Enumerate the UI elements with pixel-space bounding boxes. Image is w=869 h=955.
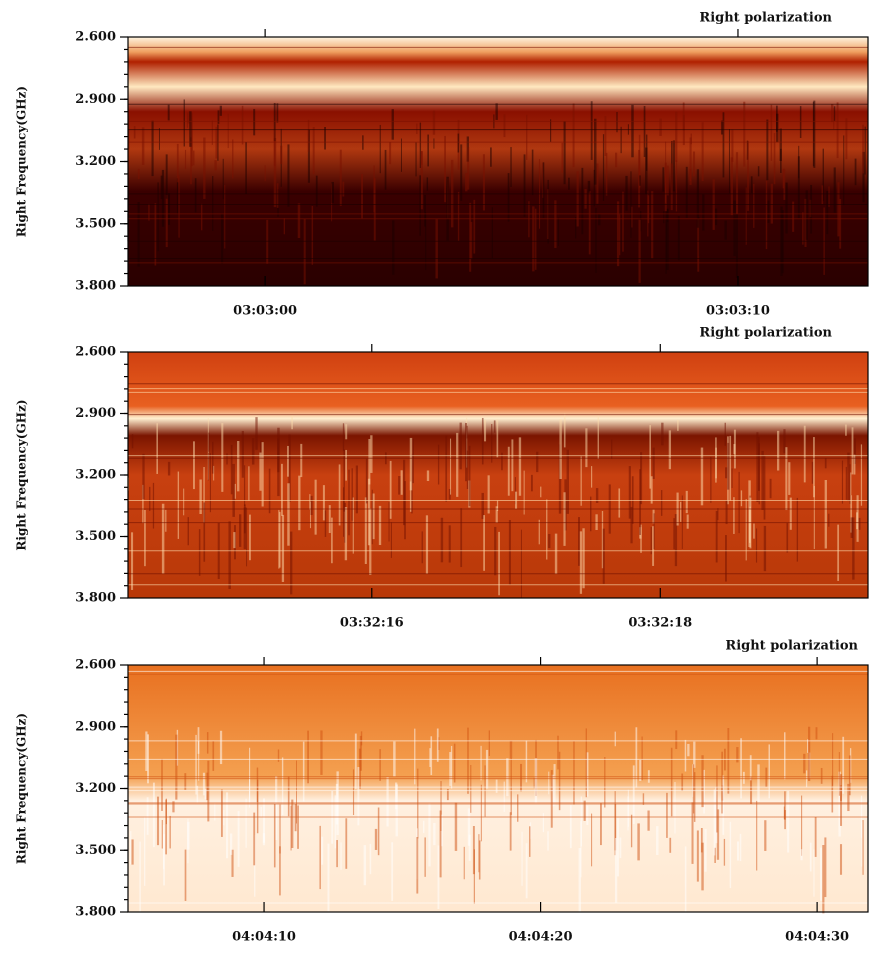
chart-title: Right polarization — [699, 326, 832, 341]
chart-title: Right polarization — [725, 639, 858, 654]
chart-title: Right polarization — [699, 11, 832, 26]
y-tick-label: 3.500 — [75, 843, 116, 858]
spectrogram-image — [128, 37, 868, 286]
y-axis-label: Right Frequency(GHz) — [15, 713, 29, 864]
y-tick-label: 3.200 — [75, 154, 116, 169]
y-tick-label: 2.600 — [75, 345, 116, 360]
x-tick-label: 03:32:18 — [628, 616, 692, 631]
x-tick-label: 04:04:30 — [785, 930, 849, 945]
y-tick-label: 3.800 — [75, 279, 116, 294]
y-tick-label: 3.500 — [75, 529, 116, 544]
x-tick-label: 03:03:10 — [706, 304, 770, 319]
spectrogram-image — [128, 665, 868, 912]
y-tick-label: 3.800 — [75, 905, 116, 920]
x-tick-label: 03:32:16 — [340, 616, 404, 631]
x-tick-label: 04:04:20 — [509, 930, 573, 945]
y-tick-label: 2.600 — [75, 30, 116, 45]
y-tick-label: 3.200 — [75, 468, 116, 483]
y-tick-label: 2.600 — [75, 658, 116, 673]
x-tick-label: 04:04:10 — [232, 930, 296, 945]
y-tick-label: 3.200 — [75, 781, 116, 796]
y-axis-label: Right Frequency(GHz) — [15, 399, 29, 550]
x-tick-label: 03:03:00 — [233, 304, 297, 319]
y-tick-label: 3.500 — [75, 216, 116, 231]
y-tick-label: 2.900 — [75, 406, 116, 421]
y-tick-label: 2.900 — [75, 719, 116, 734]
spectrogram-image — [128, 352, 868, 598]
y-tick-label: 2.900 — [75, 92, 116, 107]
y-axis-label: Right Frequency(GHz) — [15, 86, 29, 237]
y-tick-label: 3.800 — [75, 591, 116, 606]
